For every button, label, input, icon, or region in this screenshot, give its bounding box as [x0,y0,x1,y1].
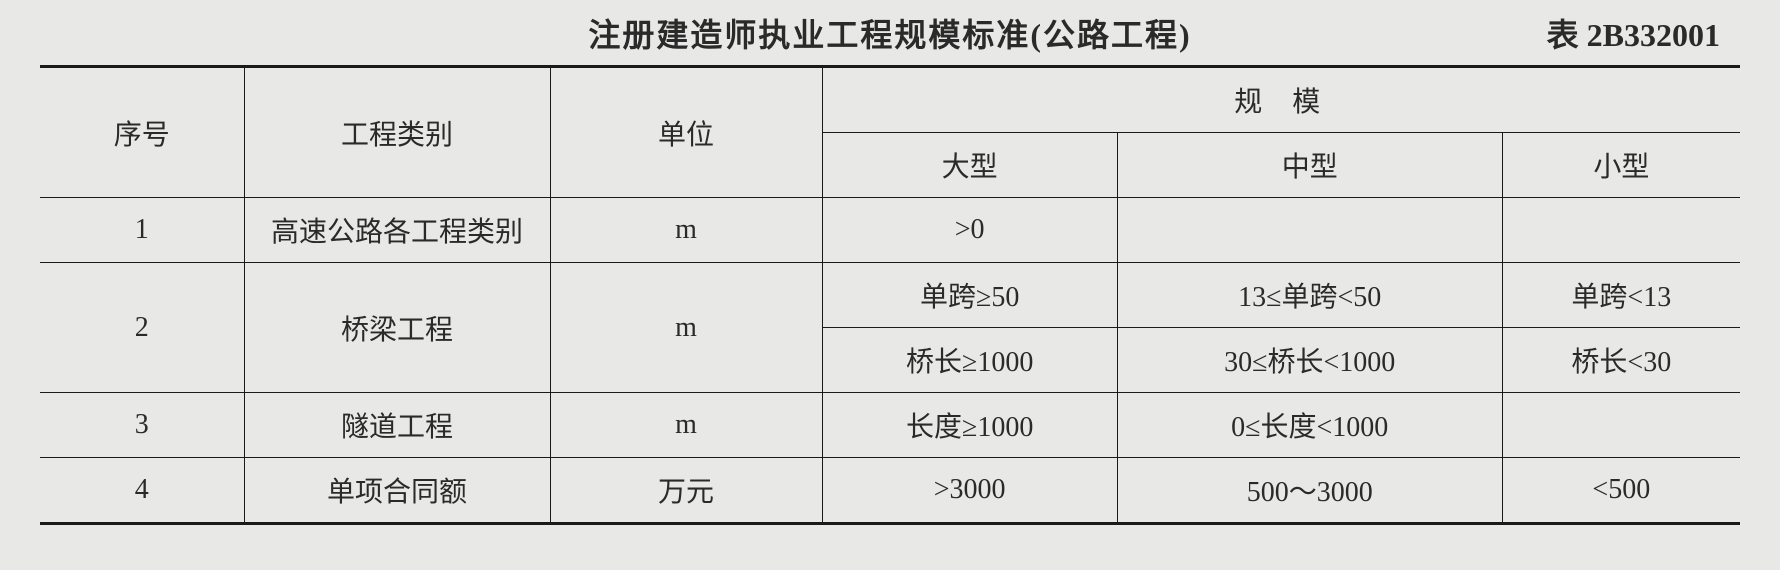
cell-unit: m [550,263,822,393]
cell-medium: 500～3000 [1117,458,1502,524]
cell-large: 单跨≥50 [822,263,1117,328]
cell-unit: 万元 [550,458,822,524]
cell-seq: 3 [40,393,244,458]
title-row: 注册建造师执业工程规模标准(公路工程) 表 2B332001 [40,10,1740,50]
cell-type: 桥梁工程 [244,263,550,393]
cell-small [1502,198,1740,263]
cell-seq: 1 [40,198,244,263]
cell-type: 高速公路各工程类别 [244,198,550,263]
cell-large: 桥长≥1000 [822,328,1117,393]
cell-medium [1117,198,1502,263]
table-label: 表 2B332001 [1547,10,1720,56]
standards-table: 序号 工程类别 单位 规模 大型 中型 小型 1 高速公路各工程类别 m >0 … [40,65,1740,525]
cell-small: <500 [1502,458,1740,524]
cell-small: 桥长<30 [1502,328,1740,393]
cell-small: 单跨<13 [1502,263,1740,328]
table-row: 3 隧道工程 m 长度≥1000 0≤长度<1000 [40,393,1740,458]
cell-large: 长度≥1000 [822,393,1117,458]
header-small: 小型 [1502,133,1740,198]
header-large: 大型 [822,133,1117,198]
cell-large: >3000 [822,458,1117,524]
cell-medium: 13≤单跨<50 [1117,263,1502,328]
table-row: 4 单项合同额 万元 >3000 500～3000 <500 [40,458,1740,524]
header-seq: 序号 [40,67,244,198]
table-row: 2 桥梁工程 m 单跨≥50 13≤单跨<50 单跨<13 [40,263,1740,328]
cell-medium: 0≤长度<1000 [1117,393,1502,458]
cell-unit: m [550,393,822,458]
cell-small [1502,393,1740,458]
cell-unit: m [550,198,822,263]
cell-seq: 4 [40,458,244,524]
header-type: 工程类别 [244,67,550,198]
cell-type: 单项合同额 [244,458,550,524]
cell-type: 隧道工程 [244,393,550,458]
header-scale: 规模 [822,67,1740,133]
table-row: 1 高速公路各工程类别 m >0 [40,198,1740,263]
cell-medium: 30≤桥长<1000 [1117,328,1502,393]
main-title: 注册建造师执业工程规模标准(公路工程) [588,10,1191,56]
cell-large: >0 [822,198,1117,263]
header-unit: 单位 [550,67,822,198]
cell-seq: 2 [40,263,244,393]
header-medium: 中型 [1117,133,1502,198]
